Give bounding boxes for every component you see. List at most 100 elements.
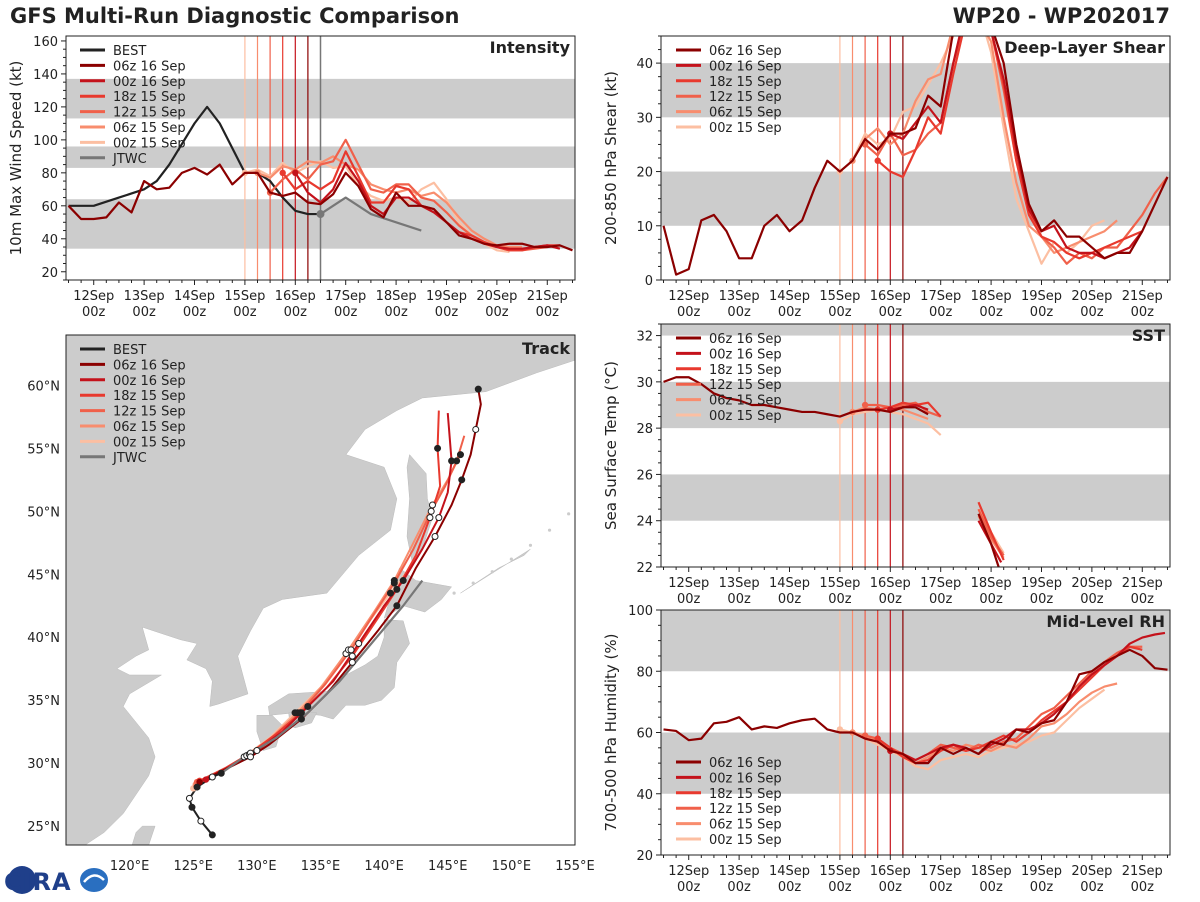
intensity-ytick-label-4: 100 <box>33 134 58 149</box>
sst-band-2 <box>661 324 1170 336</box>
rh-xtick-day-1: 13Sep <box>719 864 760 879</box>
shear-ytick-label-1: 10 <box>636 220 653 235</box>
rh-xtick-day-8: 20Sep <box>1071 864 1112 879</box>
rh-legend-label-run-0: 06z 16 Sep <box>709 756 782 771</box>
rh-ytick-label-3: 80 <box>636 665 653 680</box>
sst-ytick-label-2: 26 <box>636 468 653 483</box>
shear-plot-area <box>661 36 1170 280</box>
track-series-marker-0 <box>458 476 466 484</box>
sst-xtick-day-6: 18Sep <box>971 576 1012 591</box>
track-best-marker <box>197 817 205 825</box>
rh-xtick-hour-9: 00z <box>1131 880 1155 895</box>
track-ytick-label-2: 35°N <box>27 694 60 709</box>
rh-xtick-day-2: 14Sep <box>769 864 810 879</box>
intensity-xtick-hour-3: 00z <box>233 305 257 320</box>
track-land-0 <box>66 335 575 845</box>
rh-ylabel: 700-500 hPa Humidity (%) <box>602 633 620 831</box>
shear-legend-label-run-1: 00z 16 Sep <box>709 59 782 74</box>
shear-band-0 <box>661 171 1170 226</box>
sst-legend-label-run-5: 00z 15 Sep <box>709 409 782 424</box>
rh-xtick-hour-4: 00z <box>879 880 903 895</box>
rh-ytick-label-1: 40 <box>636 788 653 803</box>
intensity-xtick-day-1: 13Sep <box>124 289 165 304</box>
track-best-marker <box>208 831 216 839</box>
shear-xtick-hour-0: 00z <box>677 305 701 320</box>
sst-xtick-day-3: 15Sep <box>819 576 860 591</box>
page-title: GFS Multi-Run Diagnostic Comparison <box>10 4 460 28</box>
track-best-marker <box>208 773 216 781</box>
intensity-series-line-0 <box>67 163 573 252</box>
intensity-xtick-hour-8: 00z <box>485 305 509 320</box>
rh-panel: 2040608010012Sep00z13Sep00z14Sep00z15Sep… <box>602 604 1171 895</box>
logo-globe-icon <box>8 866 36 894</box>
intensity-xtick-day-6: 18Sep <box>376 289 417 304</box>
shear-ytick-label-2: 20 <box>636 166 653 181</box>
track-legend-label-run-2: 18z 15 Sep <box>113 389 186 404</box>
shear-xtick-day-1: 13Sep <box>719 289 760 304</box>
sst-series-marker-10 <box>836 418 844 425</box>
sst-series-line-0 <box>663 376 929 418</box>
sst-ytick-label-3: 28 <box>636 422 653 437</box>
track-xtick-label-7: 155°E <box>555 859 595 874</box>
sst-xtick-hour-4: 00z <box>879 592 903 607</box>
intensity-ylabel: 10m Max Wind Speed (kt) <box>7 61 25 256</box>
track-ytick-label-1: 30°N <box>27 757 60 772</box>
track-xtick-label-4: 140°E <box>364 859 404 874</box>
track-series-marker-0 <box>247 753 255 761</box>
intensity-ytick-label-0: 20 <box>41 266 58 281</box>
shear-ytick-label-4: 40 <box>636 57 653 72</box>
shear-series-line-2 <box>876 36 1143 260</box>
track-series-marker-2 <box>348 652 356 660</box>
shear-xtick-hour-6: 00z <box>979 305 1003 320</box>
rh-xtick-day-7: 19Sep <box>1021 864 1062 879</box>
rh-xtick-day-5: 17Sep <box>920 864 961 879</box>
rh-ytick-label-4: 100 <box>628 604 653 619</box>
track-series-marker-0 <box>297 715 305 723</box>
intensity-series-marker-2 <box>279 169 286 177</box>
shear-band-1 <box>661 63 1170 118</box>
intensity-jtwc-line <box>319 196 422 232</box>
rh-xtick-day-0: 12Sep <box>668 864 709 879</box>
rh-legend-label-run-1: 00z 16 Sep <box>709 771 782 786</box>
cira-logo <box>4 862 114 898</box>
intensity-ytick-label-5: 120 <box>33 101 58 116</box>
intensity-legend-label-run-3: 12z 15 Sep <box>113 106 186 121</box>
sst-legend-label-run-1: 00z 16 Sep <box>709 347 782 362</box>
sst-xtick-hour-2: 00z <box>778 592 802 607</box>
intensity-panel: 2040608010012014016012Sep00z13Sep00z14Se… <box>7 35 576 320</box>
intensity-xtick-hour-9: 00z <box>536 305 560 320</box>
intensity-xtick-day-4: 16Sep <box>275 289 316 304</box>
intensity-ytick-label-3: 80 <box>41 167 58 182</box>
track-xtick-label-3: 135°E <box>301 859 341 874</box>
shear-xtick-day-2: 14Sep <box>769 289 810 304</box>
shear-ytick-label-0: 0 <box>645 274 653 289</box>
sst-ytick-label-5: 32 <box>636 330 653 345</box>
track-ytick-label-3: 40°N <box>27 631 60 646</box>
rh-xtick-hour-7: 00z <box>1030 880 1054 895</box>
shear-xtick-hour-3: 00z <box>828 305 852 320</box>
sst-band-0 <box>661 474 1170 521</box>
track-plot-area <box>66 335 575 845</box>
intensity-xtick-day-8: 20Sep <box>476 289 517 304</box>
intensity-series-line-4 <box>257 155 523 249</box>
track-series-marker-1 <box>304 702 312 710</box>
intensity-xtick-hour-4: 00z <box>284 305 308 320</box>
shear-legend-label-run-3: 12z 15 Sep <box>709 90 782 105</box>
track-series-marker-0 <box>474 385 482 393</box>
shear-series-marker-2 <box>874 157 881 164</box>
sst-xtick-day-4: 16Sep <box>870 576 911 591</box>
sst-plot-area <box>661 324 1170 567</box>
rh-xtick-hour-3: 00z <box>828 880 852 895</box>
intensity-xtick-day-7: 19Sep <box>426 289 467 304</box>
shear-xtick-day-8: 20Sep <box>1071 289 1112 304</box>
track-legend-label-best: BEST <box>113 343 146 358</box>
track-series-start-1 <box>202 776 210 783</box>
track-title: Track <box>522 339 570 358</box>
track-series-marker-2 <box>434 444 442 452</box>
track-series-marker-4 <box>428 501 436 509</box>
track-ytick-label-6: 55°N <box>27 442 60 457</box>
track-ytick-label-0: 25°N <box>27 820 60 835</box>
sst-xtick-hour-1: 00z <box>727 592 751 607</box>
intensity-legend-label-run-4: 06z 15 Sep <box>113 121 186 136</box>
shear-legend-label-run-5: 00z 15 Sep <box>709 121 782 136</box>
